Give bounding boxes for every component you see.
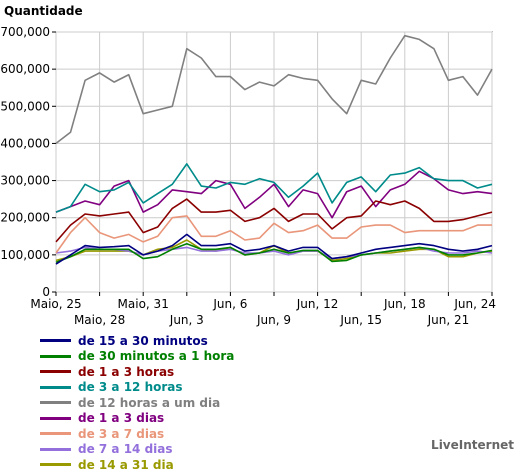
x-tick-label: Maio, 25 xyxy=(30,297,81,311)
x-axis-ticks: Maio, 25 Maio, 31 Jun, 6 Jun, 12 Jun, 18 Jun,… xyxy=(30,292,496,327)
legend-item-de-15-a-30-minutos: de 15 a 30 minutos xyxy=(40,333,234,349)
legend-label: de 12 horas a um dia xyxy=(78,395,221,410)
y-axis-ticks: 0 100,000 200,000 300,000 400,000 500,000 600,… xyxy=(0,25,56,299)
legend-item-de-7-a-14-dias: de 7 a 14 dias xyxy=(40,442,234,458)
brand-label: LiveInternet xyxy=(431,438,514,452)
legend-label: de 14 a 31 dia xyxy=(78,457,174,472)
legend-swatch xyxy=(40,339,71,343)
legend: de 15 a 30 minutos de 30 minutos a 1 hora… xyxy=(40,333,234,473)
legend-item-de-3-a-7-dias: de 3 a 7 dias xyxy=(40,426,234,442)
legend-label: de 1 a 3 dias xyxy=(78,411,165,426)
y-tick-label: 600,000 xyxy=(0,62,50,76)
legend-item-de-12-horas-a-um-dia: de 12 horas a um dia xyxy=(40,395,234,411)
legend-label: de 1 a 3 horas xyxy=(78,364,175,379)
legend-swatch xyxy=(40,463,71,467)
x-tick-label: Jun, 18 xyxy=(383,297,426,311)
series-line-de-12-horas-a-um-dia xyxy=(55,34,493,145)
line-chart: 0 100,000 200,000 300,000 400,000 500,000 600,… xyxy=(0,25,496,327)
y-tick-label: 400,000 xyxy=(0,136,50,150)
x-tick-label: Jun, 15 xyxy=(339,313,382,327)
x-tick-label: Jun, 12 xyxy=(296,297,339,311)
x-tick-label: Jun, 9 xyxy=(256,313,291,327)
series-line-de-3-a-7-dias xyxy=(55,215,492,254)
y-tick-label: 300,000 xyxy=(0,174,50,188)
y-tick-label: 0 xyxy=(42,285,50,299)
x-tick-label: Jun, 21 xyxy=(427,313,470,327)
legend-item-de-1-a-3-dias: de 1 a 3 dias xyxy=(40,411,234,427)
series-line-de-1-a-3-horas xyxy=(55,198,493,243)
legend-label: de 15 a 30 minutos xyxy=(78,333,208,348)
series-line-de-3-a-12-horas xyxy=(55,163,493,213)
x-tick-label: Jun, 6 xyxy=(212,297,247,311)
x-tick-label: Jun, 24 xyxy=(453,297,496,311)
y-tick-label: 500,000 xyxy=(0,99,50,113)
y-tick-label: 200,000 xyxy=(0,211,50,225)
legend-swatch xyxy=(40,432,71,436)
grid-lines xyxy=(55,31,493,293)
legend-item-de-3-a-12-horas: de 3 a 12 horas xyxy=(40,380,234,396)
x-tick-label: Maio, 28 xyxy=(74,313,125,327)
legend-item-de-14-a-31-dia: de 14 a 31 dia xyxy=(40,457,234,473)
legend-label: de 3 a 7 dias xyxy=(78,426,165,441)
x-tick-label: Maio, 31 xyxy=(118,297,169,311)
legend-item-de-30-minutos-a-1-hora: de 30 minutos a 1 hora xyxy=(40,349,234,365)
legend-label: de 30 minutos a 1 hora xyxy=(78,349,235,364)
legend-label: de 7 a 14 dias xyxy=(78,442,173,457)
legend-swatch xyxy=(40,385,71,389)
legend-label: de 3 a 12 horas xyxy=(78,380,183,395)
y-tick-label: 100,000 xyxy=(0,248,50,262)
legend-swatch xyxy=(40,416,71,420)
series-lines xyxy=(55,34,493,265)
legend-swatch xyxy=(40,447,71,451)
y-axis-title: Quantidade xyxy=(4,4,83,18)
series-line-de-15-a-30-minutos xyxy=(55,233,493,265)
legend-swatch xyxy=(40,370,71,374)
legend-swatch xyxy=(40,401,71,405)
x-tick-label: Jun, 3 xyxy=(169,313,204,327)
series-line-de-30-minutos-a-1-hora xyxy=(55,242,493,264)
legend-item-de-1-a-3-horas: de 1 a 3 horas xyxy=(40,364,234,380)
y-tick-label: 700,000 xyxy=(0,25,50,39)
series-line-de-1-a-3-dias xyxy=(55,170,493,219)
legend-swatch xyxy=(40,354,71,358)
